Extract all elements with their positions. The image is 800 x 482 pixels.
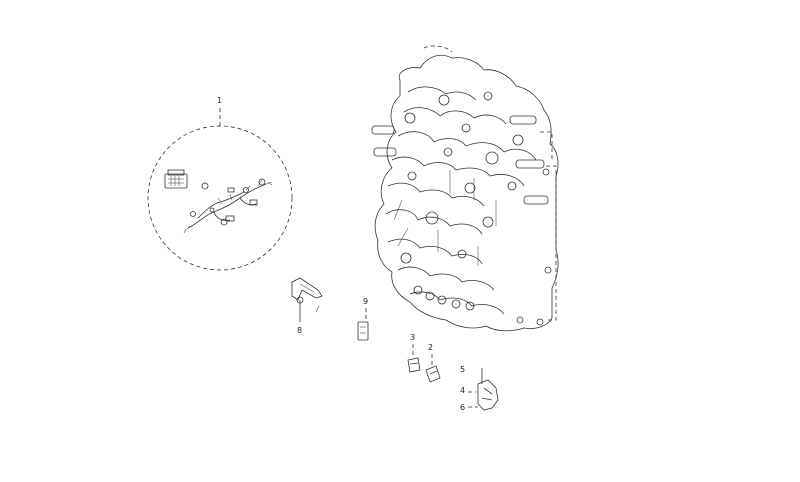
switch-group: 5 4 6 [460, 365, 499, 412]
main-housing-icon [371, 45, 559, 332]
sensor-2-icon [425, 365, 441, 383]
gasket-plate-icon [357, 321, 369, 341]
callout-8: 8 [297, 326, 302, 335]
plate-group: 9 [357, 297, 369, 341]
callout-9: 9 [363, 297, 368, 306]
callout-2: 2 [428, 343, 433, 352]
callout-3: 3 [410, 333, 415, 342]
callout-1: 1 [217, 96, 222, 105]
harness-connector-icon [164, 169, 188, 189]
callout-6: 6 [460, 403, 465, 412]
harness-wires-icon [183, 178, 273, 234]
bracket-group: 8 [291, 277, 323, 335]
sensor-3-icon [407, 357, 421, 373]
callout-4: 4 [460, 386, 465, 395]
sensors-group: 3 2 [407, 333, 441, 383]
harness-detail-circle [147, 125, 293, 271]
harness-detail-group: 1 [147, 96, 293, 271]
switch-bracket-icon [477, 379, 499, 411]
callout-5: 5 [460, 365, 465, 374]
